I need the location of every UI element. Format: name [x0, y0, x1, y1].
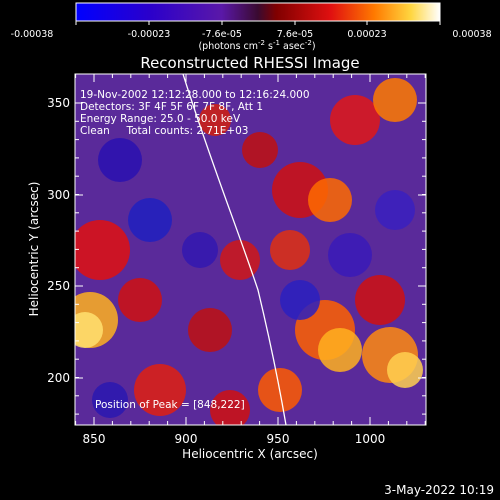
- colorbar-tick-label: -7.6e-05: [202, 29, 242, 40]
- x-axis-label: Heliocentric X (arcsec): [182, 447, 318, 461]
- info-energy-range: Energy Range: 25.0 - 50.0 keV: [80, 113, 241, 125]
- y-tick-label: 350: [47, 96, 70, 110]
- plot-title: Reconstructed RHESSI Image: [140, 54, 359, 72]
- image-blob: [134, 364, 186, 416]
- image-blob: [242, 132, 278, 168]
- colorbar-tick-label: 7.6e-05: [277, 29, 313, 40]
- image-blob: [270, 230, 310, 270]
- image-blob: [92, 382, 128, 418]
- colorbar-tick-label: 0.00023: [347, 29, 386, 40]
- image-blob: [182, 232, 218, 268]
- x-tick-label: 900: [175, 432, 198, 446]
- image-blob: [308, 178, 352, 222]
- colorbar-ticks: [75, 21, 441, 25]
- info-total-counts: Clean Total counts: 2.71E+03: [80, 125, 249, 137]
- image-blob: [118, 278, 162, 322]
- colorbar: [75, 2, 441, 22]
- image-blob: [330, 95, 380, 145]
- y-axis-label: Heliocentric Y (arcsec): [27, 182, 41, 317]
- y-tick-label: 250: [47, 279, 70, 293]
- y-tick-label: 200: [47, 371, 70, 385]
- y-tick-label: 300: [47, 188, 70, 202]
- image-blob: [375, 190, 415, 230]
- peak-position: Position of Peak = [848,222]: [95, 399, 245, 411]
- solar-image: [75, 74, 426, 425]
- image-blob: [328, 233, 372, 277]
- colorbar-tick-label: -0.00038: [11, 29, 54, 40]
- image-blob: [318, 328, 362, 372]
- image-blob: [373, 78, 417, 122]
- image-blob: [98, 138, 142, 182]
- colorbar-unit: (photons cm-2 s-1 asec-2): [198, 39, 315, 52]
- image-blob: [75, 312, 103, 348]
- x-tick-label: 950: [267, 432, 290, 446]
- info-time-range: 19-Nov-2002 12:12:28.000 to 12:16:24.000: [80, 89, 310, 101]
- footer-date: 3-May-2022 10:19: [384, 483, 494, 497]
- image-blob: [199, 104, 231, 136]
- image-blob: [210, 390, 250, 425]
- colorbar-tick-label: -0.00023: [128, 29, 171, 40]
- image-blob: [75, 220, 130, 280]
- colorbar-tick-label: 0.00038: [452, 29, 491, 40]
- image-blob: [220, 240, 260, 280]
- image-blob: [128, 198, 172, 242]
- solar-limb: [182, 74, 287, 425]
- info-detectors: Detectors: 3F 4F 5F 6F 7F 8F, Att 1: [80, 101, 263, 113]
- x-tick-label: 1000: [355, 432, 386, 446]
- image-blob: [188, 308, 232, 352]
- image-blob: [387, 352, 423, 388]
- image-blob: [280, 280, 320, 320]
- image-blob: [355, 275, 405, 325]
- x-tick-label: 850: [83, 432, 106, 446]
